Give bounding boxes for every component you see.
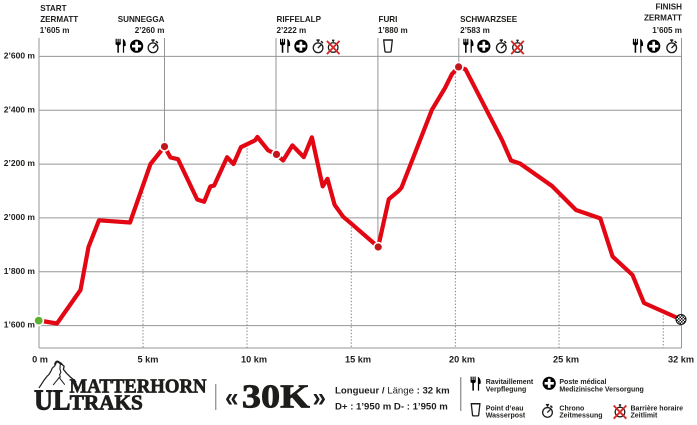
svg-text:Ravitaillement: Ravitaillement — [486, 379, 534, 386]
svg-text:2’400 m: 2’400 m — [4, 104, 36, 114]
svg-text:ZERMATT: ZERMATT — [644, 13, 682, 22]
svg-text:30K: 30K — [242, 379, 311, 416]
svg-text:»: » — [313, 383, 327, 413]
svg-text:FINISH: FINISH — [655, 3, 682, 12]
svg-text:1’880 m: 1’880 m — [378, 26, 408, 35]
svg-text:2’000 m: 2’000 m — [4, 212, 36, 222]
svg-text:5 km: 5 km — [138, 355, 159, 365]
svg-text:TRAKS: TRAKS — [70, 391, 143, 415]
svg-text:Point d’eau: Point d’eau — [486, 405, 524, 412]
svg-text:MATTERHORN: MATTERHORN — [70, 376, 208, 398]
svg-text:1’605 m: 1’605 m — [652, 26, 682, 35]
svg-text:2’600 m: 2’600 m — [4, 51, 36, 61]
svg-text:UL: UL — [34, 385, 71, 417]
svg-text:2’260 m: 2’260 m — [135, 26, 165, 35]
svg-text:2’583 m: 2’583 m — [460, 26, 490, 35]
svg-text:2’222 m: 2’222 m — [277, 26, 307, 35]
svg-text:Zeitmessung: Zeitmessung — [559, 413, 602, 420]
svg-text:«: « — [225, 383, 239, 413]
svg-text:Chrono: Chrono — [559, 405, 584, 412]
svg-text:Verpflegung: Verpflegung — [486, 387, 526, 394]
svg-text:1’605 m: 1’605 m — [40, 26, 70, 35]
svg-text:2’200 m: 2’200 m — [4, 158, 36, 168]
svg-text:1’600 m: 1’600 m — [4, 320, 36, 330]
svg-text:32 km: 32 km — [668, 355, 694, 365]
svg-text:15 km: 15 km — [345, 355, 371, 365]
svg-text:SCHWARZSEE: SCHWARZSEE — [460, 15, 518, 24]
svg-text:Poste médical: Poste médical — [559, 379, 606, 386]
svg-text:0 m: 0 m — [32, 355, 48, 365]
svg-text:Wasserpost: Wasserpost — [486, 413, 526, 420]
svg-text:Medizinische Versorgung: Medizinische Versorgung — [559, 387, 643, 394]
svg-text:20 km: 20 km — [449, 355, 475, 365]
svg-text:D+ : 1’950 m D- : 1’950 m: D+ : 1’950 m D- : 1’950 m — [335, 402, 448, 413]
svg-text:25 km: 25 km — [553, 355, 579, 365]
svg-text:RIFFELALP: RIFFELALP — [277, 15, 322, 24]
svg-text:Zeitlimit: Zeitlimit — [631, 413, 659, 420]
svg-text:ZERMATT: ZERMATT — [40, 15, 78, 24]
svg-text:FURI: FURI — [379, 15, 398, 24]
svg-text:Barrière horaire: Barrière horaire — [631, 405, 684, 412]
svg-text:SUNNEGGA: SUNNEGGA — [118, 15, 165, 24]
svg-text:1’800 m: 1’800 m — [4, 266, 36, 276]
svg-text:10 km: 10 km — [241, 355, 267, 365]
svg-text:START: START — [40, 4, 66, 13]
svg-text:Longueur / Länge : 32 km: Longueur / Länge : 32 km — [335, 385, 450, 396]
